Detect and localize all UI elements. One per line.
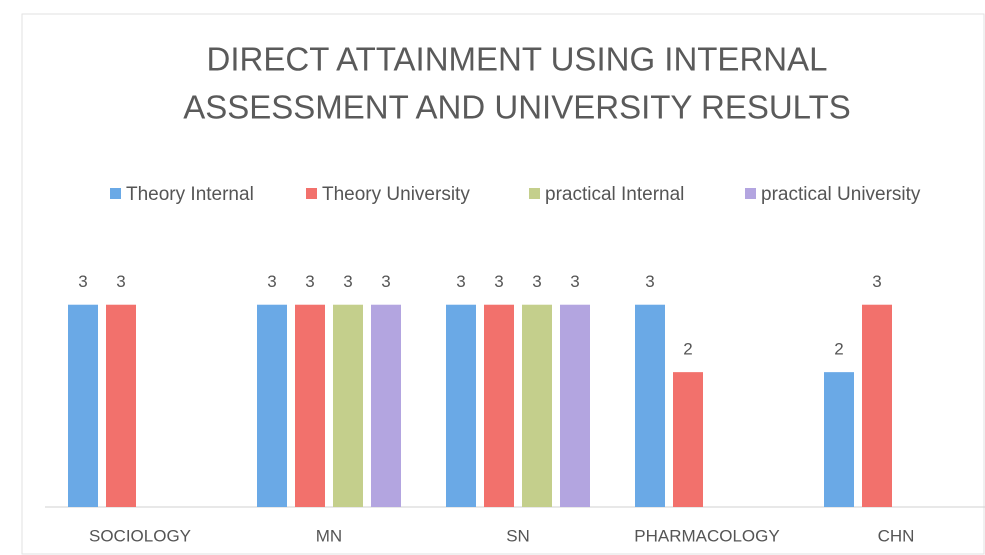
legend-label: Theory Internal <box>126 184 254 205</box>
bar <box>371 304 401 507</box>
bar <box>560 304 590 507</box>
bar <box>68 304 98 507</box>
data-label: 2 <box>683 340 692 359</box>
data-label: 3 <box>456 272 465 291</box>
data-label: 3 <box>570 272 579 291</box>
bar <box>106 304 136 507</box>
bar <box>295 304 325 507</box>
legend-swatch <box>529 188 540 199</box>
x-tick-label: PHARMACOLOGY <box>634 526 779 545</box>
bar <box>446 304 476 507</box>
data-label: 3 <box>872 272 881 291</box>
x-tick-label: MN <box>316 526 342 545</box>
bar <box>484 304 514 507</box>
x-tick-label: CHN <box>878 526 915 545</box>
legend-swatch <box>745 188 756 199</box>
chart-title: DIRECT ATTAINMENT USING INTERNAL <box>207 41 828 78</box>
legend-swatch <box>306 188 317 199</box>
x-tick-label: SN <box>506 526 530 545</box>
legend-label: Theory University <box>322 184 470 205</box>
bar <box>257 304 287 507</box>
data-label: 3 <box>381 272 390 291</box>
legend-label: practical University <box>761 184 921 205</box>
data-label: 3 <box>267 272 276 291</box>
bar <box>862 304 892 507</box>
x-tick-label: SOCIOLOGY <box>89 526 191 545</box>
legend-swatch <box>110 188 121 199</box>
bar <box>673 372 703 507</box>
data-label: 3 <box>494 272 503 291</box>
data-label: 3 <box>645 272 654 291</box>
data-label: 3 <box>78 272 87 291</box>
data-label: 3 <box>532 272 541 291</box>
legend-label: practical Internal <box>545 184 684 205</box>
data-label: 3 <box>305 272 314 291</box>
bar <box>635 304 665 507</box>
bar <box>824 372 854 507</box>
bar <box>333 304 363 507</box>
chart-title: ASSESSMENT AND UNIVERSITY RESULTS <box>183 89 851 126</box>
bar <box>522 304 552 507</box>
data-label: 2 <box>834 340 843 359</box>
data-label: 3 <box>343 272 352 291</box>
data-label: 3 <box>116 272 125 291</box>
